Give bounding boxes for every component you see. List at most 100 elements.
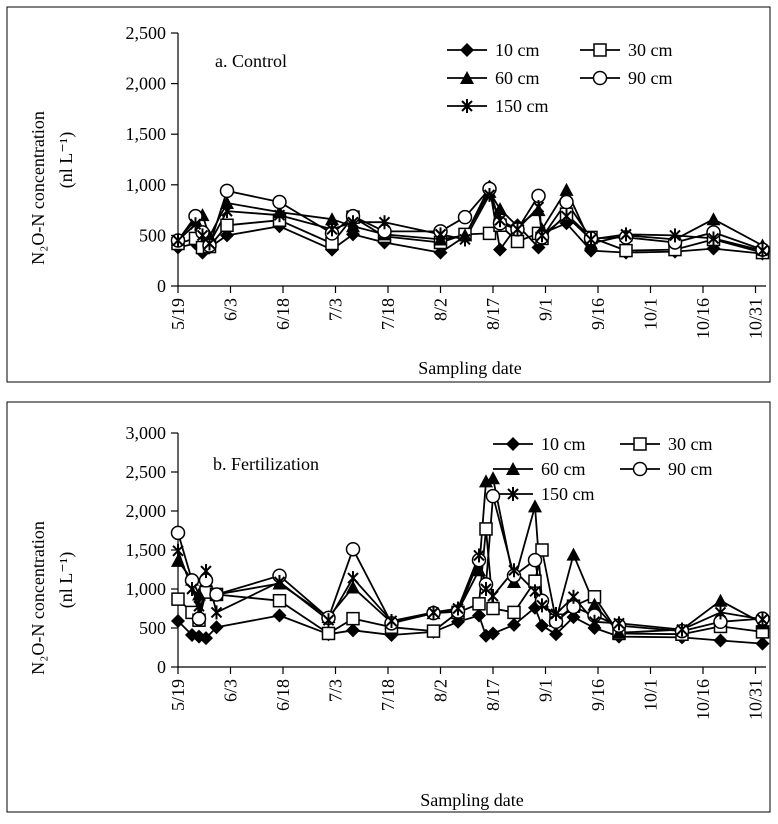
data-point-30cm	[321, 626, 336, 641]
x-tick-label: 5/19	[168, 298, 188, 330]
legend-label: 60 cm	[541, 459, 586, 479]
legend-label: 90 cm	[668, 459, 713, 479]
series-line-10cm	[177, 185, 763, 255]
data-point-150cm	[550, 606, 562, 621]
panel-fertilization: b. Fertilization N₂O-N concentration (nl…	[6, 401, 771, 813]
data-point-150cm	[588, 614, 601, 629]
y-axis-title: N₂O-N concentration	[28, 521, 48, 675]
data-point-150cm	[385, 613, 398, 628]
data-point-150cm	[536, 598, 548, 613]
data-point-150cm	[494, 213, 506, 228]
data-point-10cm	[493, 242, 507, 257]
legend-label: 30 cm	[628, 40, 673, 60]
y-axis-title-line2: (nl L⁻¹)	[56, 552, 77, 608]
data-point-150cm	[427, 605, 440, 620]
data-point-60cm	[472, 563, 486, 577]
x-tick-label: 10/1	[641, 679, 661, 711]
x-tick-label: 10/1	[641, 298, 661, 330]
x-tick-label: 7/3	[326, 679, 346, 702]
data-point-150cm	[221, 204, 233, 219]
legend-marker-asterisk	[507, 487, 519, 501]
x-tick-label: 5/19	[168, 679, 188, 711]
data-point-30cm	[619, 243, 633, 258]
data-point-150cm	[508, 563, 520, 578]
series-line-10cm	[177, 606, 763, 645]
legend-label: 10 cm	[495, 40, 540, 60]
y-tick-label: 2,500	[126, 462, 167, 482]
data-point-60cm	[587, 597, 602, 611]
legend-marker-diamond	[460, 43, 474, 57]
data-point-10cm	[346, 623, 360, 638]
data-point-150cm	[186, 582, 198, 596]
data-point-90cm	[457, 209, 473, 225]
legend-symbol	[592, 70, 608, 86]
x-tick-label: 9/1	[536, 298, 556, 321]
data-point-150cm	[200, 564, 212, 579]
data-point-150cm	[273, 574, 286, 589]
data-point-10cm	[472, 608, 486, 623]
x-axis-title: Sampling date	[420, 790, 523, 810]
legend-symbol	[633, 437, 647, 451]
legend-entry-90cm: 90 cm	[580, 68, 673, 88]
data-point-10cm	[272, 608, 287, 623]
x-tick-label: 9/16	[588, 679, 608, 711]
data-point-90cm	[272, 194, 287, 210]
legend-entry-10cm: 10 cm	[447, 40, 540, 60]
data-point-150cm	[459, 232, 471, 247]
data-point-60cm	[493, 202, 507, 216]
data-point-30cm	[479, 522, 493, 536]
series-line-60cm	[177, 477, 763, 634]
x-tick-label: 7/18	[378, 298, 398, 330]
data-point-150cm	[511, 222, 524, 237]
legend-entry-30cm: 30 cm	[620, 434, 713, 454]
data-point-150cm	[707, 231, 720, 246]
data-point-150cm	[487, 589, 499, 604]
y-tick-label: 2,000	[126, 74, 167, 94]
data-point-150cm	[452, 601, 464, 616]
data-point-10cm	[171, 613, 185, 628]
panel-label: b. Fertilization	[213, 454, 319, 474]
legend-marker-square	[633, 437, 647, 451]
legend: 10 cm 30 cm 60 cm 90 cm 150 cm	[447, 40, 673, 116]
panel-border	[6, 401, 771, 813]
legend-entry-60cm: 60 cm	[447, 68, 540, 88]
legend-label: 150 cm	[495, 96, 549, 116]
legend-symbol	[593, 43, 607, 57]
data-point-60cm	[171, 553, 185, 567]
data-point-60cm	[486, 471, 500, 485]
plot-area: 0 500 1,000 1,500 2,000 2,500 5/19 6/3 6/18 7/3 7/…	[126, 23, 770, 339]
data-point-150cm	[189, 217, 202, 232]
legend-marker-circle	[632, 461, 648, 477]
data-point-60cm	[559, 182, 574, 196]
data-point-10cm	[507, 617, 521, 632]
data-point-30cm	[346, 611, 360, 626]
data-point-150cm	[378, 215, 391, 230]
data-point-10cm	[713, 633, 728, 648]
legend: 10 cm 30 cm 60 cm 90 cm 150 cm	[493, 434, 713, 504]
data-point-60cm	[325, 212, 339, 226]
data-point-150cm	[676, 622, 688, 637]
legend-symbol	[460, 43, 474, 57]
x-tick-label: 6/3	[221, 679, 241, 702]
data-point-90cm	[191, 611, 207, 626]
y-tick-label: 0	[157, 657, 166, 677]
data-point-150cm	[434, 227, 447, 242]
data-point-150cm	[172, 543, 184, 558]
data-point-30cm	[510, 234, 525, 249]
x-tick-label: 7/3	[326, 298, 346, 321]
x-tick-label: 8/2	[431, 679, 451, 702]
x-tick-label: 10/31	[746, 298, 766, 339]
y-tick-label: 1,000	[126, 579, 167, 599]
data-point-30cm	[507, 605, 521, 620]
data-point-150cm	[326, 222, 338, 237]
y-tick-label: 500	[139, 618, 166, 638]
data-point-30cm	[486, 601, 500, 616]
data-point-90cm	[345, 541, 361, 557]
y-axis-title-line2: (nl L⁻¹)	[56, 132, 77, 188]
legend-label: 10 cm	[541, 434, 586, 454]
x-tick-label: 8/17	[483, 298, 503, 330]
y-axis-title-units: (nl L⁻¹)	[56, 132, 77, 188]
data-point-60cm	[566, 547, 581, 561]
legend-label: 30 cm	[668, 434, 713, 454]
